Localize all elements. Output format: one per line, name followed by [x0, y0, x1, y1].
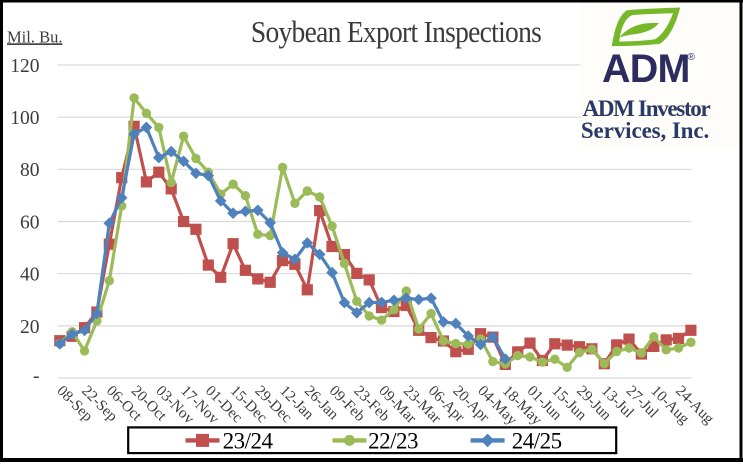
svg-text:22/23: 22/23 [368, 429, 418, 454]
svg-text:120: 120 [10, 56, 39, 77]
svg-text:ADM Investor: ADM Investor [583, 96, 711, 121]
svg-text:20: 20 [20, 317, 40, 338]
svg-text:100: 100 [10, 108, 39, 129]
svg-text:80: 80 [20, 160, 40, 181]
svg-text:Services, Inc.: Services, Inc. [581, 118, 709, 143]
svg-text:60: 60 [20, 212, 40, 233]
svg-text:ADM: ADM [602, 47, 690, 91]
svg-text:Mil. Bu.: Mil. Bu. [7, 27, 62, 46]
svg-text:-: - [33, 366, 40, 387]
svg-text:24/25: 24/25 [512, 429, 562, 454]
svg-text:Soybean Export Inspections: Soybean Export Inspections [251, 15, 542, 49]
svg-text:23/24: 23/24 [223, 429, 274, 454]
svg-text:®: ® [688, 52, 696, 63]
svg-text:40: 40 [20, 265, 40, 286]
